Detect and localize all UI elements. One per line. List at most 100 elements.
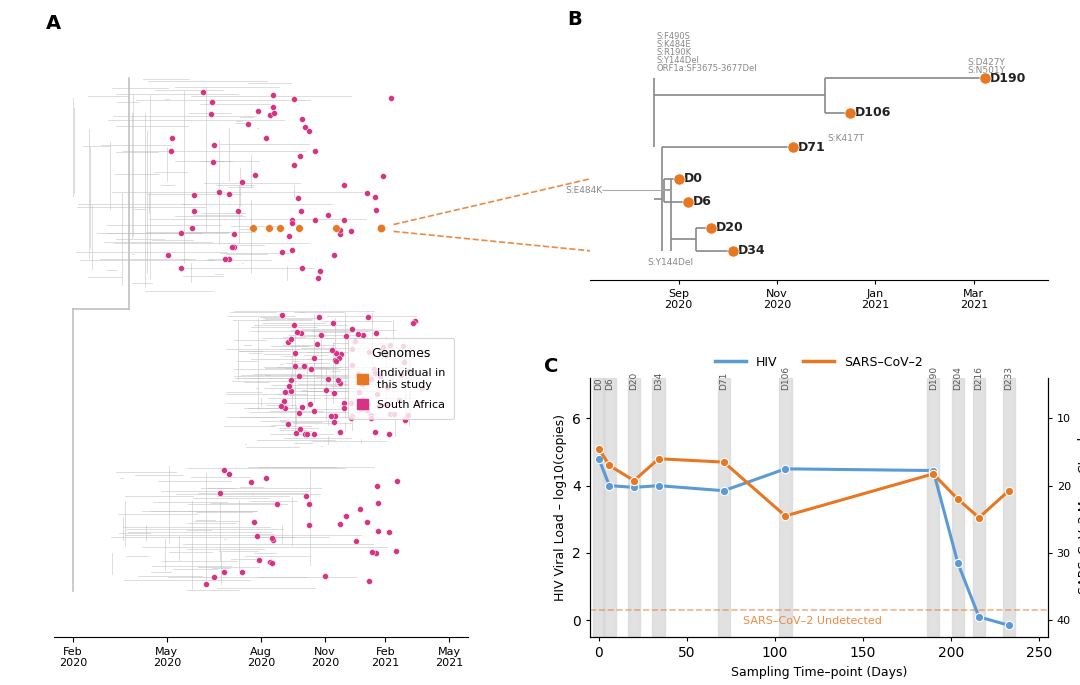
Point <box>976 73 994 84</box>
Point <box>335 403 352 414</box>
Point <box>265 535 282 546</box>
Point <box>377 350 394 361</box>
Point <box>306 353 323 364</box>
Point <box>205 156 222 167</box>
Text: ORF1a:SF3675-3677Del: ORF1a:SF3675-3677Del <box>657 64 757 73</box>
Point <box>368 481 386 492</box>
Point <box>296 360 313 371</box>
Point <box>363 373 380 384</box>
Text: S:Y144Del: S:Y144Del <box>648 258 693 267</box>
Point <box>280 419 297 430</box>
Point <box>206 572 224 583</box>
Point <box>229 206 246 216</box>
Point <box>394 340 411 351</box>
Point <box>288 327 306 338</box>
Point <box>173 262 190 273</box>
Point <box>283 215 300 226</box>
Point <box>264 532 281 543</box>
Point <box>325 387 342 398</box>
Text: S:K484E: S:K484E <box>657 40 691 49</box>
Point <box>349 369 366 379</box>
Point <box>349 328 366 339</box>
Point <box>266 107 283 118</box>
Point <box>392 369 409 380</box>
Point <box>286 94 303 105</box>
Point <box>280 231 297 242</box>
Point <box>280 336 297 347</box>
Legend: Individual in
this study, South Africa: Individual in this study, South Africa <box>348 338 455 419</box>
Point <box>202 108 219 119</box>
Point <box>372 370 389 381</box>
Point <box>215 464 232 475</box>
Point <box>276 386 294 397</box>
Point <box>342 225 360 236</box>
Point <box>702 223 719 234</box>
Point <box>324 345 341 356</box>
Point <box>280 381 297 392</box>
Point <box>324 318 341 329</box>
Point <box>186 190 203 201</box>
Point <box>292 424 309 435</box>
Point <box>326 355 343 366</box>
Point <box>293 114 310 125</box>
Point <box>335 214 352 225</box>
Point <box>265 101 282 112</box>
Point <box>367 327 384 338</box>
Point <box>330 229 348 240</box>
Text: D0: D0 <box>594 377 604 390</box>
Point <box>404 318 421 329</box>
Point <box>306 214 323 225</box>
Point <box>249 106 267 117</box>
Text: S:F490S: S:F490S <box>657 32 690 40</box>
Point <box>293 262 310 273</box>
Point <box>381 408 399 419</box>
Text: D204: D204 <box>954 366 962 390</box>
Point <box>215 566 232 577</box>
Point <box>286 160 303 171</box>
Point <box>297 121 314 132</box>
Point <box>359 188 376 199</box>
Y-axis label: HIV Viral Load – log10(copies): HIV Viral Load – log10(copies) <box>554 414 567 601</box>
Point <box>330 353 348 364</box>
Point <box>211 186 228 197</box>
Point <box>784 142 801 153</box>
Point <box>327 347 345 358</box>
Point <box>274 246 292 257</box>
Text: D190: D190 <box>929 366 937 390</box>
Point <box>366 364 383 375</box>
Point <box>291 223 308 234</box>
Point <box>268 499 285 510</box>
Point <box>380 526 397 537</box>
Text: D71: D71 <box>798 140 826 153</box>
Point <box>264 558 281 569</box>
Point <box>282 333 299 344</box>
Point <box>373 223 390 234</box>
Text: D20: D20 <box>716 221 743 234</box>
Point <box>203 97 220 108</box>
Bar <box>1002 378 1015 637</box>
Point <box>375 342 392 353</box>
Point <box>271 223 288 234</box>
Point <box>307 146 324 157</box>
Point <box>363 547 380 558</box>
Point <box>327 356 345 367</box>
Point <box>198 578 215 589</box>
Point <box>342 397 360 408</box>
Point <box>184 223 201 234</box>
Point <box>367 367 384 378</box>
Point <box>359 405 376 416</box>
Point <box>233 566 251 577</box>
Text: S:D427Y: S:D427Y <box>968 58 1005 67</box>
Point <box>387 546 404 557</box>
Point <box>347 336 364 347</box>
Point <box>226 229 243 240</box>
Point <box>343 344 361 355</box>
Text: S:R190K: S:R190K <box>657 48 692 57</box>
Point <box>329 375 347 386</box>
Point <box>319 373 336 384</box>
Point <box>315 571 333 582</box>
Point <box>363 410 380 421</box>
Text: B: B <box>567 10 582 29</box>
Text: S:N501Y: S:N501Y <box>968 66 1005 75</box>
Point <box>294 401 311 412</box>
